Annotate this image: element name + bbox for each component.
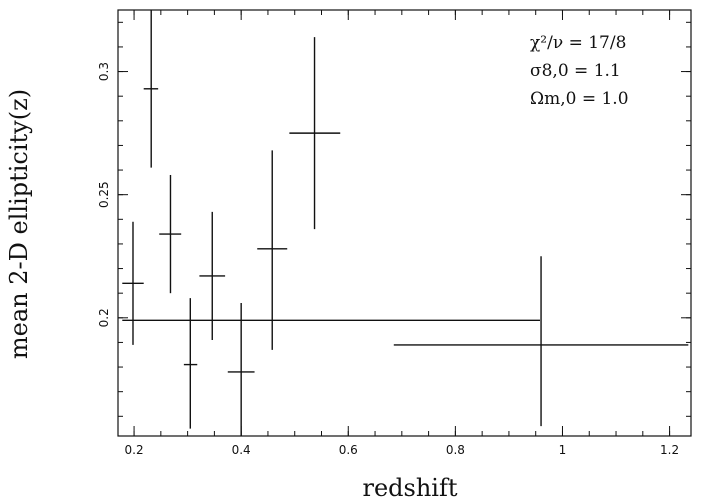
x-tick-label: 0.6: [339, 443, 358, 457]
annotation-sigma8: σ8,0 = 1.1: [530, 61, 621, 81]
data-point: [122, 221, 144, 345]
tick-labels: 0.2 0.4 0.6 0.8 1 1.2 0.2 0.25 0.3: [97, 62, 679, 457]
x-axis-title: redshift: [362, 474, 457, 502]
plot-frame: [117, 9, 692, 437]
x-tick-label: 1.2: [660, 443, 679, 457]
y-tick-label: 0.25: [97, 181, 111, 208]
data-point: [143, 10, 159, 168]
data-point: [199, 211, 226, 340]
x-tick-label: 1: [559, 443, 567, 457]
x-tick-label: 0.4: [232, 443, 251, 457]
x-tick-label: 0.2: [125, 443, 144, 457]
axis-ticks: [118, 10, 691, 436]
data-layer: [122, 10, 689, 436]
x-tick-label: 0.8: [446, 443, 465, 457]
annotation-omega-m: Ωm,0 = 1.0: [530, 89, 629, 109]
data-point: [393, 256, 689, 427]
data-point: [289, 37, 341, 230]
y-tick-label: 0.2: [97, 308, 111, 327]
data-point: [159, 174, 182, 294]
y-axis-title: mean 2-D ellipticity(z): [5, 89, 33, 359]
data-point: [227, 303, 255, 436]
annotation-chi2: χ²/ν = 17/8: [530, 33, 626, 53]
data-point: [257, 150, 288, 350]
data-point: [183, 298, 198, 429]
y-tick-label: 0.3: [97, 62, 111, 81]
